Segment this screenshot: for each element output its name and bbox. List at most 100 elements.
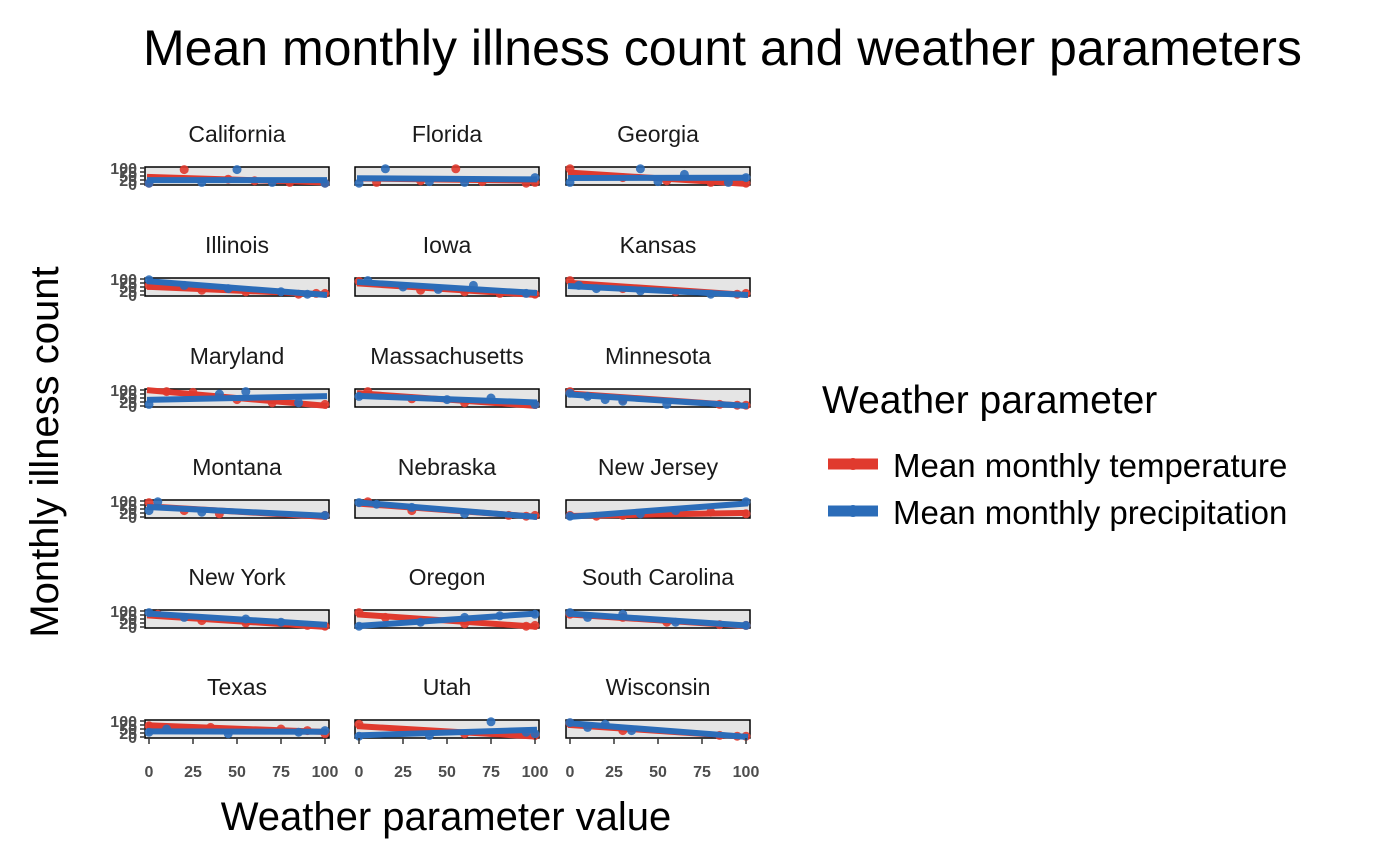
- x-axis-title: Weather parameter value: [221, 795, 672, 839]
- y-tick-label: 50: [119, 391, 137, 408]
- panel-title-kansas: Kansas: [620, 232, 697, 258]
- y-tick-label: 0: [128, 177, 137, 194]
- panel-georgia: Georgia: [565, 121, 751, 188]
- y-tick-label: 100: [110, 604, 137, 621]
- trend-line-precipitation-south-carolina: [567, 610, 749, 629]
- y-tick-label: 0: [128, 730, 137, 747]
- y-tick-label: 50: [119, 722, 137, 739]
- point-precipitation-georgia: [741, 173, 751, 183]
- x-tick-label: 50: [438, 764, 456, 781]
- point-precipitation-minnesota: [565, 388, 575, 398]
- point-temperature-florida: [451, 164, 461, 174]
- point-precipitation-maryland: [294, 398, 304, 408]
- x-tick-label: 100: [733, 764, 760, 781]
- y-tick-label: 100: [110, 714, 137, 731]
- point-precipitation-illinois: [302, 289, 312, 299]
- panel-iowa: Iowa: [354, 232, 540, 299]
- y-tick-label: 0: [128, 510, 137, 527]
- trend-line-precipitation-maryland: [146, 393, 328, 403]
- point-precipitation-georgia: [635, 164, 645, 174]
- point-precipitation-oregon: [530, 609, 540, 619]
- trend-line-precipitation-wisconsin: [567, 720, 749, 740]
- y-tick-label: 25: [119, 173, 137, 190]
- panel-wisconsin: Wisconsin 0 25 50 75 100: [565, 674, 760, 781]
- point-precipitation-kansas: [574, 280, 584, 290]
- x-tick-label: 0: [355, 764, 364, 781]
- panel-massachusetts: Massachusetts: [354, 343, 540, 409]
- point-precipitation-oregon: [495, 611, 505, 621]
- point-precipitation-maryland: [241, 387, 251, 397]
- panel-title-nebraska: Nebraska: [398, 454, 497, 480]
- point-precipitation-oregon: [354, 621, 364, 631]
- y-tick-label: 100: [110, 161, 137, 178]
- trend-line-precipitation-montana: [146, 504, 328, 519]
- point-precipitation-south-carolina: [741, 620, 751, 630]
- point-precipitation-texas: [223, 729, 233, 739]
- y-tick-label: 0: [128, 620, 137, 637]
- point-precipitation-kansas: [635, 286, 645, 296]
- trend-line-precipitation-nebraska: [356, 499, 538, 520]
- point-precipitation-south-carolina: [671, 617, 681, 627]
- y-tick-label: 75: [119, 276, 137, 293]
- y-tick-label: 75: [119, 608, 137, 625]
- panel-title-wisconsin: Wisconsin: [606, 674, 711, 700]
- y-tick-label: 0: [128, 288, 137, 305]
- point-precipitation-new-jersey: [671, 506, 681, 516]
- point-precipitation-texas: [144, 727, 154, 737]
- point-precipitation-utah: [521, 727, 531, 737]
- point-precipitation-utah: [530, 729, 540, 739]
- point-precipitation-new-york: [276, 617, 286, 627]
- panel-title-new-jersey: New Jersey: [598, 454, 719, 480]
- x-tick-label: 0: [566, 764, 575, 781]
- x-tick-label: 75: [693, 764, 711, 781]
- panel-title-texas: Texas: [207, 674, 267, 700]
- y-tick-label: 75: [119, 718, 137, 735]
- point-precipitation-florida: [380, 164, 390, 174]
- point-precipitation-massachusetts: [486, 393, 496, 403]
- point-precipitation-montana: [144, 506, 154, 516]
- point-precipitation-new-york: [144, 608, 154, 618]
- point-precipitation-nebraska: [354, 498, 364, 508]
- point-temperature-utah: [354, 719, 364, 729]
- panel-south-carolina: South Carolina: [565, 564, 751, 630]
- point-temperature-georgia: [565, 164, 575, 174]
- x-tick-label: 50: [649, 764, 667, 781]
- legend-key-precipitation-point: [847, 505, 859, 517]
- trend-line-precipitation-illinois: [146, 278, 328, 298]
- point-temperature-kansas: [565, 276, 575, 286]
- point-precipitation-wisconsin: [627, 726, 637, 736]
- point-precipitation-california: [197, 177, 207, 187]
- point-temperature-maryland: [267, 398, 277, 408]
- trend-line-precipitation-new-jersey: [567, 500, 749, 520]
- point-temperature-new-jersey: [741, 509, 751, 519]
- panel-kansas: Kansas: [565, 232, 751, 299]
- legend-title: Weather parameter: [822, 379, 1157, 422]
- panel-title-minnesota: Minnesota: [605, 343, 711, 369]
- point-precipitation-texas: [320, 726, 330, 736]
- point-precipitation-south-carolina: [565, 608, 575, 618]
- point-precipitation-illinois: [144, 275, 154, 285]
- point-precipitation-new-jersey: [741, 497, 751, 507]
- point-temperature-california: [179, 165, 189, 175]
- trend-line-precipitation-oregon: [356, 610, 538, 630]
- point-precipitation-florida: [424, 177, 434, 187]
- y-tick-label: 50: [119, 612, 137, 629]
- panel-title-georgia: Georgia: [617, 121, 699, 147]
- y-tick-label: 50: [119, 502, 137, 519]
- point-precipitation-florida: [354, 178, 364, 188]
- x-tick-label: 25: [605, 764, 623, 781]
- panel-title-illinois: Illinois: [205, 232, 269, 258]
- point-precipitation-california: [144, 178, 154, 188]
- trend-line-precipitation-minnesota: [567, 391, 749, 409]
- y-tick-label: 100: [110, 272, 137, 289]
- panel-title-new-york: New York: [188, 564, 286, 590]
- point-precipitation-massachusetts: [530, 399, 540, 409]
- point-precipitation-massachusetts: [442, 395, 452, 405]
- panel-utah: Utah 0 25 50 75 100: [354, 674, 548, 781]
- point-precipitation-montana: [320, 510, 330, 520]
- point-precipitation-florida: [460, 177, 470, 187]
- point-precipitation-georgia: [565, 177, 575, 187]
